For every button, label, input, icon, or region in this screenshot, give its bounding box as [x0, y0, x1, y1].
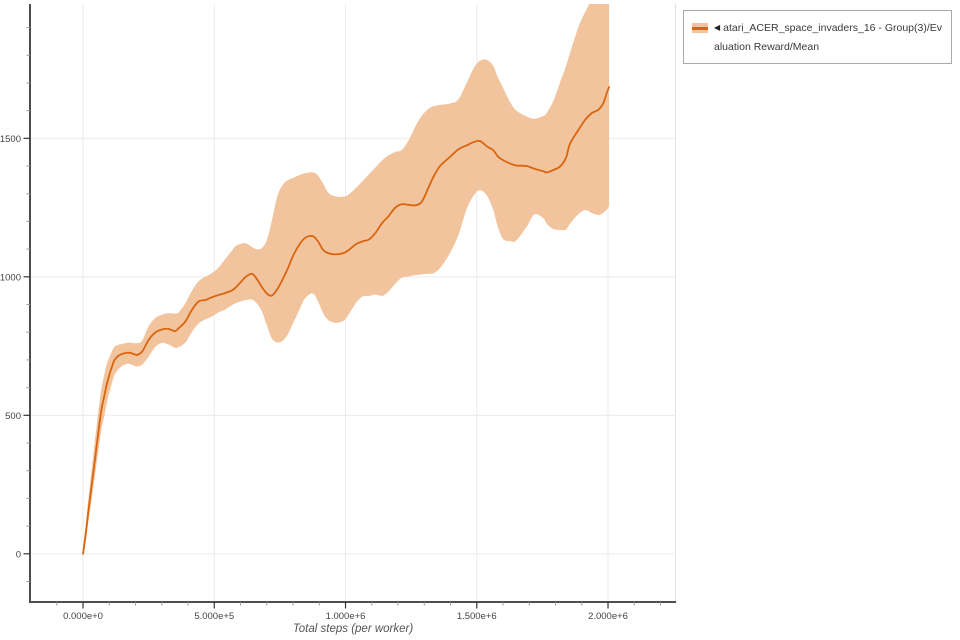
y-tick-label: 0: [16, 549, 21, 560]
y-tick-label: 1000: [0, 272, 21, 283]
legend-label: atari_ACER_space_invaders_16 - Group(3)/…: [714, 22, 943, 53]
series-swatch-line-icon: [692, 26, 708, 30]
legend-text: ◀ atari_ACER_space_invaders_16 - Group(3)…: [714, 19, 943, 56]
legend-entry[interactable]: ◀ atari_ACER_space_invaders_16 - Group(3)…: [692, 19, 943, 56]
tick-labels: 0.000e+0 5.000e+5 1.000e+6 1.500e+6 2.000e+6…: [0, 134, 628, 622]
mean-line: [82, 86, 610, 555]
series-layer: [82, 4, 610, 558]
x-tick-label: 1.500e+6: [457, 611, 497, 622]
x-tick-label: 1.000e+6: [326, 611, 366, 622]
x-tick-label: 2.000e+6: [588, 611, 628, 622]
y-tick-label: 1500: [0, 134, 21, 145]
series-swatch-icon: [692, 23, 708, 33]
legend: ◀ atari_ACER_space_invaders_16 - Group(3)…: [683, 10, 952, 64]
collapse-triangle-icon[interactable]: ◀: [714, 23, 721, 32]
confidence-band: [83, 4, 610, 558]
x-tick-label: 0.000e+0: [63, 611, 103, 622]
x-axis-title: Total steps (per worker): [292, 623, 414, 635]
y-tick-label: 500: [5, 411, 21, 422]
x-tick-label: 5.000e+5: [194, 611, 234, 622]
tick-marks: [23, 27, 662, 609]
axes: [29, 4, 676, 603]
